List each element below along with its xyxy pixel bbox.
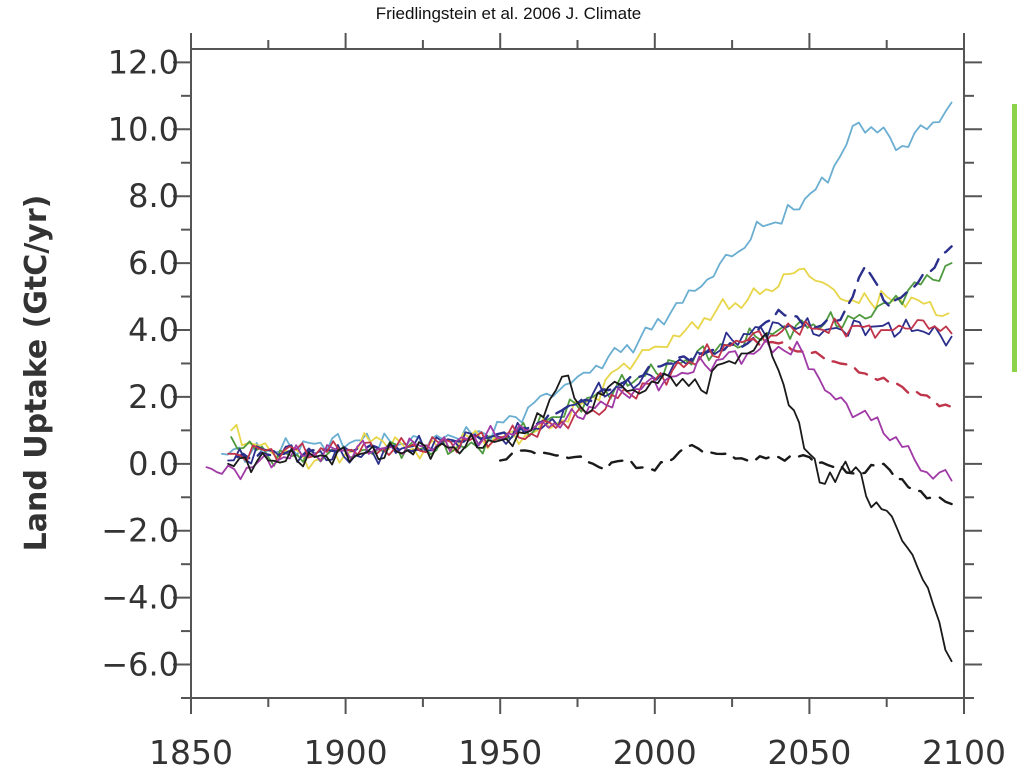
y-axis-tick-labels: 12.0 10.0 8.0 6.0 4.0 2.0 0.0 −2.0 −4.0 −6.0	[101, 43, 179, 683]
x-tick-label: 1850	[149, 733, 233, 772]
x-tick-label: 2000	[613, 733, 697, 772]
y-tick-label: 0.0	[128, 445, 179, 483]
x-tick-label: 2100	[922, 733, 1006, 772]
y-axis-title: Land Uptake (GtC/yr)	[19, 195, 54, 552]
y-tick-label: 4.0	[128, 311, 179, 349]
series-line	[227, 332, 953, 663]
y-tick-label: 6.0	[128, 244, 179, 282]
series-layer	[205, 101, 953, 663]
x-tick-label: 1900	[304, 733, 388, 772]
y-tick-label: −6.0	[101, 646, 179, 684]
y-tick-label: 8.0	[128, 177, 179, 215]
series-line	[499, 443, 953, 506]
figure-citation: Friedlingstein et al. 2006 J. Climate	[375, 4, 642, 23]
y-tick-label: 12.0	[108, 43, 179, 81]
series-line	[746, 337, 953, 409]
y-tick-label: 10.0	[108, 110, 179, 148]
series-line	[205, 338, 953, 482]
y-tick-label: 2.0	[128, 378, 179, 416]
y-axis-ticks	[173, 61, 982, 699]
y-tick-label: −4.0	[101, 579, 179, 617]
x-axis-ticks	[190, 33, 965, 714]
y-tick-label: −2.0	[101, 512, 179, 550]
series-line	[227, 317, 953, 463]
x-axis-tick-labels: 1850 1900 1950 2000 2050 2100	[149, 733, 1006, 772]
plot-frame	[190, 48, 965, 699]
x-tick-label: 1950	[458, 733, 542, 772]
accent-bar	[1012, 104, 1017, 372]
series-line	[221, 101, 953, 463]
x-tick-label: 2050	[767, 733, 851, 772]
